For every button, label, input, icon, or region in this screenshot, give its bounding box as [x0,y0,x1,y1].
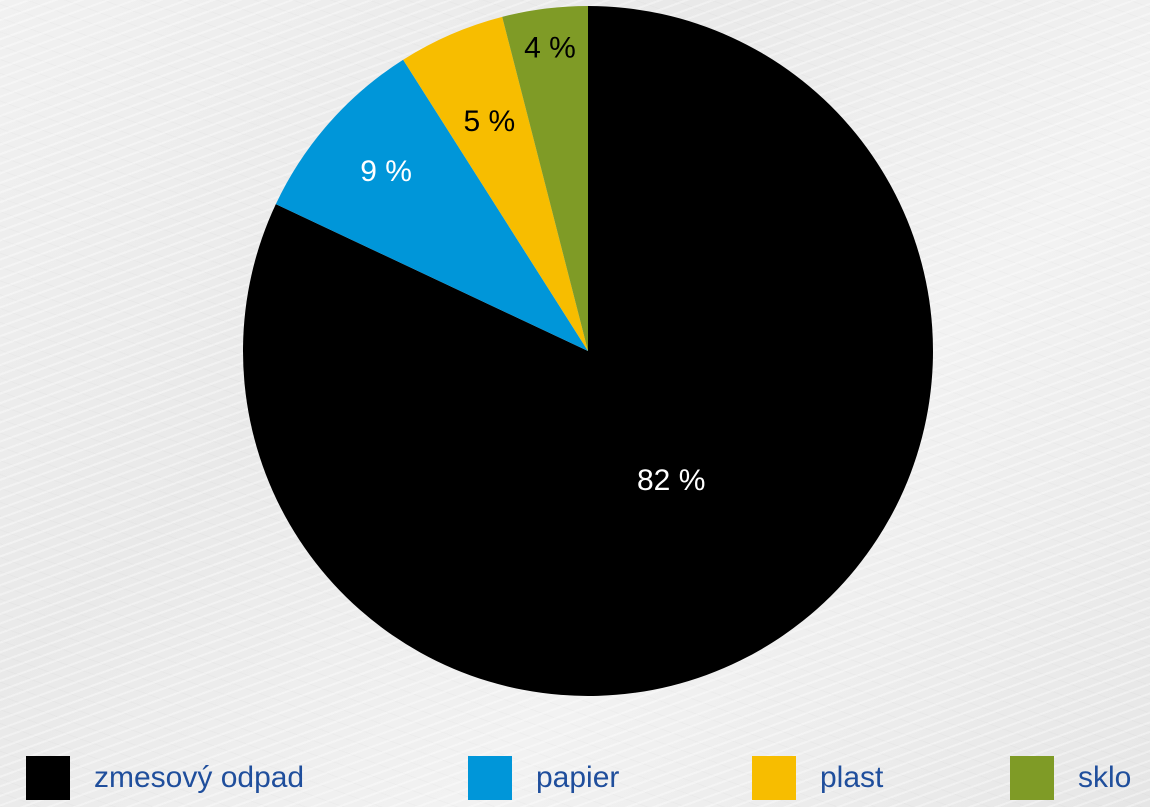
pie-chart: 82 % 9 % 5 % 4 % [243,6,933,696]
legend-item-zmesovy-odpad: zmesový odpad [26,755,304,801]
legend-swatch-sklo [1010,756,1054,800]
pie-slice-plast [403,16,588,352]
legend-item-sklo: sklo [1010,755,1131,801]
legend-label-sklo: sklo [1078,761,1132,794]
legend-swatch-plast [752,756,796,800]
legend-label-zmesovy-odpad: zmesový odpad [94,761,305,794]
pie-slice-papier [275,59,588,351]
pie-data-label-plast: 5 % [463,105,515,138]
legend-label-papier: papier [536,761,620,794]
pie-data-label-zmesovy-odpad: 82 % [637,464,705,497]
legend-item-plast: plast [752,755,883,801]
pie-data-label-papier: 9 % [360,155,412,188]
pie-data-label-sklo: 4 % [524,32,576,65]
legend-item-papier: papier [468,755,619,801]
legend-label-plast: plast [820,761,884,794]
pie-slice-sklo [502,6,588,351]
legend-swatch-papier [468,756,512,800]
legend: zmesový odpad papier plast sklo [0,755,1150,801]
legend-swatch-zmesovy-odpad [26,756,70,800]
